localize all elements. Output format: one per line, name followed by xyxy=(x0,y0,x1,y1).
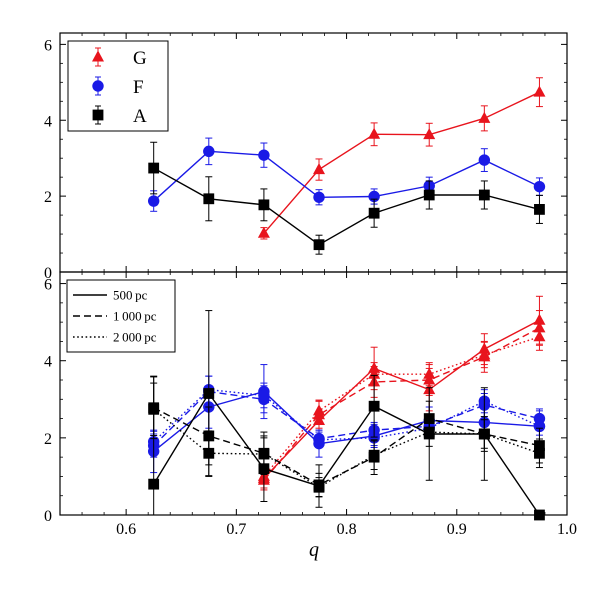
triangle-marker xyxy=(533,330,546,342)
legend-label: F xyxy=(133,77,144,98)
legend-entry: F xyxy=(92,76,144,98)
triangle-marker xyxy=(313,404,326,416)
triangle-marker xyxy=(478,111,491,123)
series-line xyxy=(153,407,540,486)
y-tick-label: 2 xyxy=(44,189,52,206)
legend-entry: G xyxy=(92,47,147,69)
square-marker xyxy=(368,207,380,219)
legend-label: A xyxy=(133,106,147,127)
series-line xyxy=(153,150,540,202)
y-tick-label: 6 xyxy=(44,277,52,294)
circle-marker xyxy=(313,434,325,446)
y-tick-label: 2 xyxy=(44,431,52,448)
top-panel-ticks: 0 2 4 6 xyxy=(44,33,568,282)
legend-box xyxy=(67,40,169,132)
x-tick-label: 1.0 xyxy=(557,521,577,538)
square-marker xyxy=(534,447,545,459)
circle-marker xyxy=(258,149,270,161)
square-marker xyxy=(148,478,160,490)
x-tick-label: 0.6 xyxy=(116,521,136,538)
triangle-marker xyxy=(478,348,491,360)
circle-marker xyxy=(147,195,160,207)
series-line xyxy=(263,91,540,234)
legend-label: 2 000 pc xyxy=(113,330,157,345)
triangle-marker xyxy=(423,367,436,379)
series-line xyxy=(263,319,540,479)
series-f xyxy=(147,137,546,212)
square-marker xyxy=(478,428,490,440)
circle-marker xyxy=(203,145,215,158)
legend-label: G xyxy=(133,48,147,69)
y-tick-label: 6 xyxy=(44,37,52,54)
panel-bottom: 0.6 0.7 0.8 0.9 1.0 0 2 4 6 500 pc 1 000 pc 2 000 … xyxy=(44,271,577,538)
circle-marker xyxy=(533,420,546,432)
y-tick-label: 0 xyxy=(44,508,52,525)
square-marker xyxy=(423,189,435,201)
x-axis-label: q xyxy=(309,539,319,561)
legend-entry: 2 000 pc xyxy=(73,330,157,345)
square-marker xyxy=(203,447,215,459)
top-panel-legend: GFA xyxy=(67,40,169,132)
square-marker xyxy=(258,448,270,460)
square-marker xyxy=(313,239,325,251)
square-marker xyxy=(423,426,435,438)
square-marker xyxy=(92,109,104,121)
triangle-marker xyxy=(368,127,381,139)
y-tick-label: 4 xyxy=(44,113,52,130)
square-marker xyxy=(203,193,215,205)
panel-top: 0 2 4 6 GFA xyxy=(44,32,568,282)
square-marker xyxy=(258,199,270,211)
top-panel-series xyxy=(147,77,546,255)
bottom-panel-series xyxy=(147,295,546,521)
square-marker xyxy=(534,204,545,215)
legend-label: 500 pc xyxy=(113,288,148,303)
square-marker xyxy=(148,162,160,174)
x-tick-label: 0.9 xyxy=(447,521,467,538)
triangle-marker xyxy=(423,128,436,140)
bottom-panel-ticks: 0.6 0.7 0.8 0.9 1.0 0 2 4 6 xyxy=(44,272,577,538)
x-tick-label: 0.8 xyxy=(337,521,357,538)
series-g xyxy=(257,77,546,240)
triangle-marker xyxy=(533,85,546,97)
series-line xyxy=(153,390,540,452)
series-line xyxy=(153,167,540,246)
circle-marker xyxy=(258,389,270,402)
square-marker xyxy=(313,481,325,493)
triangle-marker xyxy=(313,162,326,175)
triangle-marker xyxy=(257,226,270,238)
legend-entry: 1 000 pc xyxy=(73,309,157,324)
series-square-dotted xyxy=(148,382,545,498)
series-triangle-dotted xyxy=(257,322,546,483)
legend-entry: A xyxy=(92,105,147,127)
legend-entry: 500 pc xyxy=(73,288,148,303)
circle-marker xyxy=(92,80,104,92)
square-marker xyxy=(148,403,160,415)
square-marker xyxy=(368,449,380,461)
series-line xyxy=(263,327,540,481)
bottom-panel-frame xyxy=(59,271,568,516)
square-marker xyxy=(203,388,215,399)
series-a xyxy=(148,141,545,255)
y-tick-label: 4 xyxy=(44,354,52,371)
square-marker xyxy=(478,189,490,201)
circle-marker xyxy=(478,154,491,166)
square-marker xyxy=(368,400,380,412)
bottom-panel-legend: 500 pc 1 000 pc 2 000 pc xyxy=(66,279,176,353)
series-line xyxy=(153,392,541,516)
triangle-marker xyxy=(92,50,104,62)
triangle-marker xyxy=(368,367,381,379)
circle-marker xyxy=(533,180,546,193)
legend-label: 1 000 pc xyxy=(113,309,157,324)
circle-marker xyxy=(313,191,325,203)
series-line xyxy=(153,388,540,443)
y-tick-label: 0 xyxy=(44,265,52,282)
x-tick-label: 0.7 xyxy=(226,521,246,538)
